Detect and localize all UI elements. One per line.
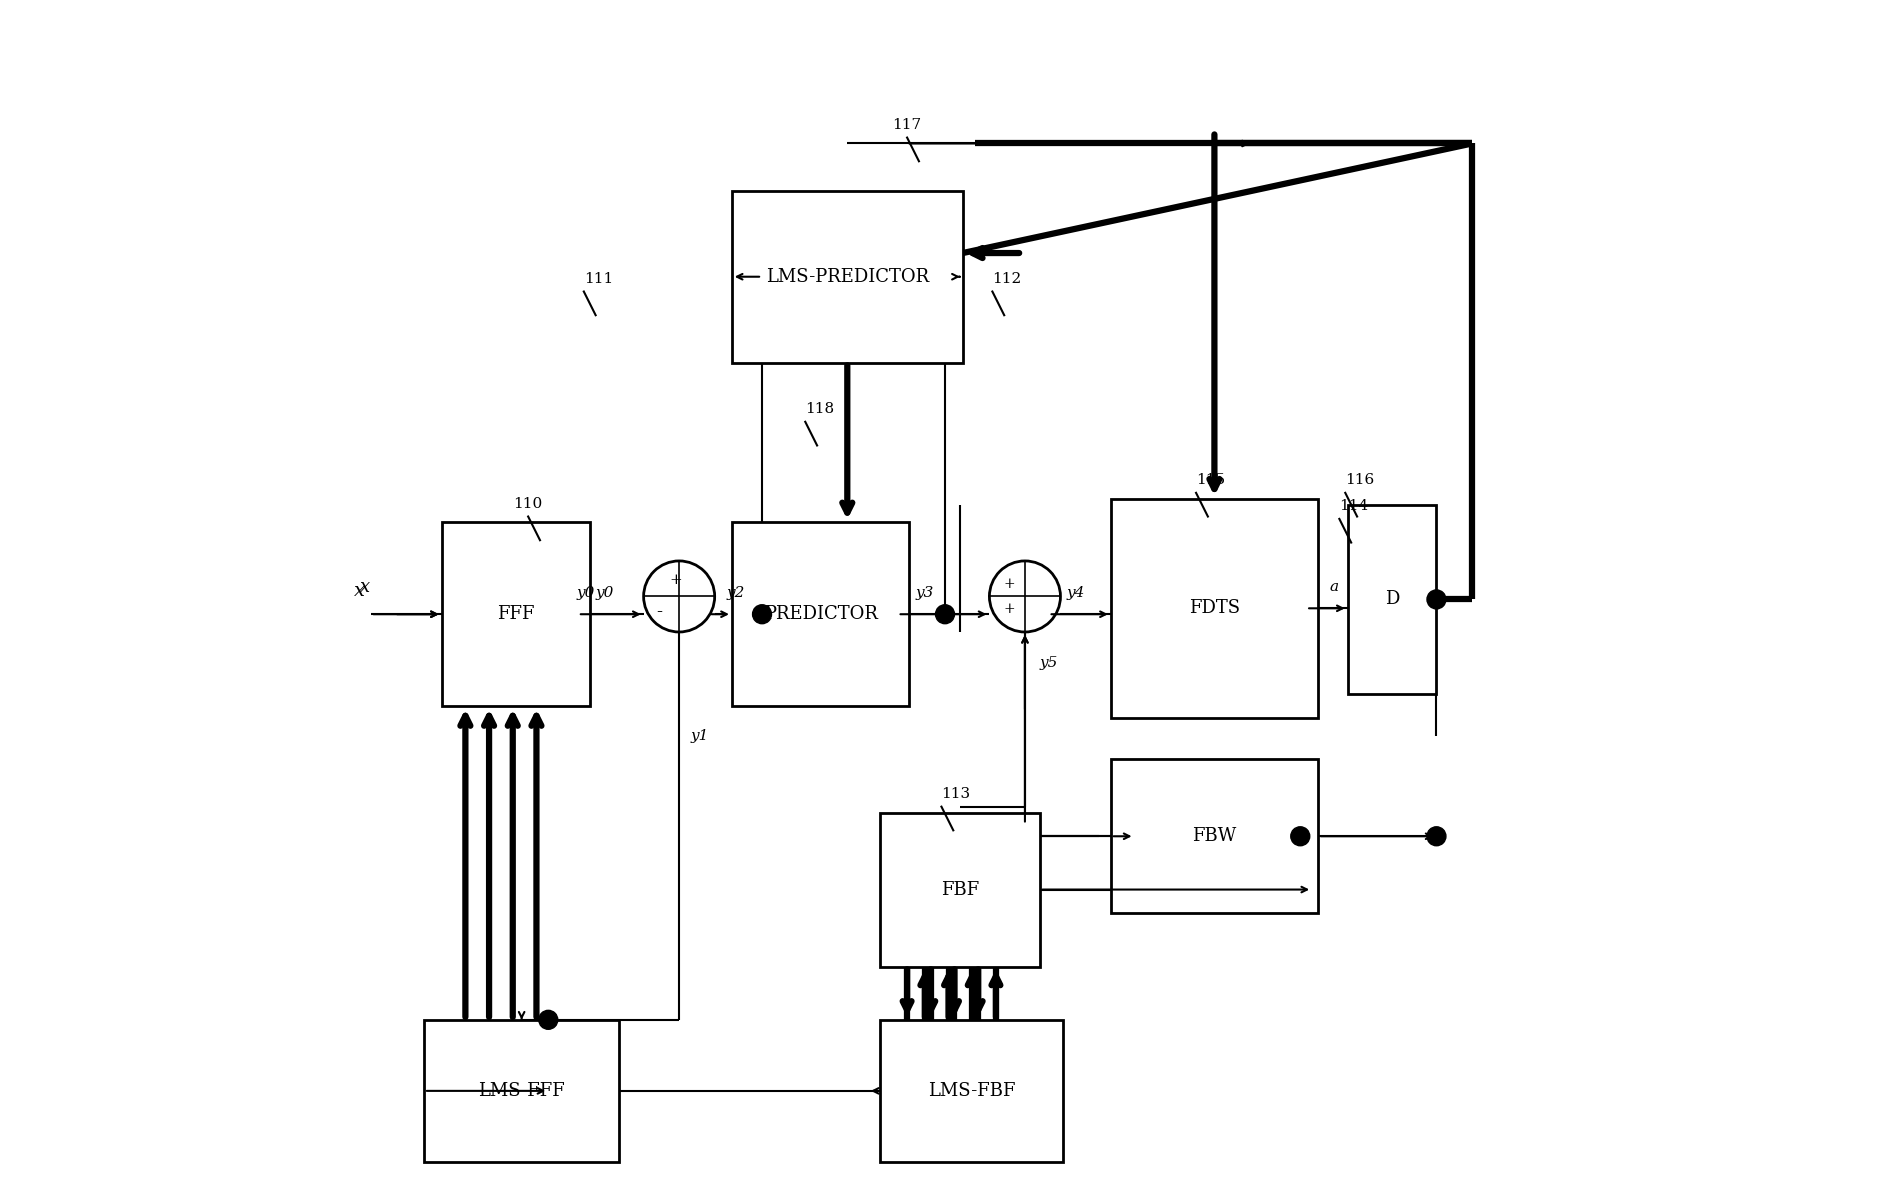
Text: y0: y0	[595, 586, 614, 599]
Text: y0: y0	[576, 586, 595, 599]
Text: a: a	[1330, 580, 1337, 594]
Text: +: +	[1003, 602, 1014, 616]
Text: x: x	[353, 582, 365, 599]
Text: 111: 111	[584, 272, 612, 286]
Bar	[731, 191, 962, 362]
Circle shape	[644, 561, 714, 631]
Text: FBF: FBF	[941, 881, 979, 899]
Circle shape	[752, 604, 771, 623]
Bar	[442, 522, 589, 706]
Text: 118: 118	[805, 402, 833, 415]
Text: -: -	[655, 603, 663, 622]
Text: y4: y4	[1065, 586, 1084, 599]
Circle shape	[988, 561, 1060, 631]
Text: 117: 117	[892, 118, 922, 132]
Circle shape	[1426, 827, 1445, 846]
Text: D: D	[1385, 590, 1398, 609]
Circle shape	[1290, 827, 1309, 846]
Text: +: +	[1003, 577, 1014, 591]
Circle shape	[935, 604, 954, 623]
Bar	[1347, 504, 1436, 694]
Text: x: x	[359, 578, 370, 596]
Text: +: +	[669, 573, 682, 588]
Text: y5: y5	[1039, 655, 1058, 669]
Bar	[880, 813, 1039, 966]
Text: 110: 110	[514, 496, 542, 510]
Text: LMS-FBF: LMS-FBF	[927, 1081, 1014, 1100]
Bar	[423, 1020, 620, 1162]
Text: y2: y2	[725, 586, 744, 599]
Text: FFF: FFF	[497, 605, 535, 623]
Text: y1: y1	[691, 729, 708, 743]
Circle shape	[538, 1010, 557, 1029]
Text: 116: 116	[1345, 472, 1373, 487]
Text: LMS-FFF: LMS-FFF	[478, 1081, 565, 1100]
Text: 113: 113	[941, 787, 971, 801]
Text: LMS-PREDICTOR: LMS-PREDICTOR	[765, 268, 927, 286]
Bar	[880, 1020, 1064, 1162]
Text: PREDICTOR: PREDICTOR	[763, 605, 876, 623]
Text: y3: y3	[914, 586, 933, 599]
Text: 114: 114	[1339, 499, 1368, 513]
Bar	[1111, 760, 1317, 913]
Text: FDTS: FDTS	[1188, 599, 1239, 617]
Circle shape	[1426, 590, 1445, 609]
Bar	[1111, 499, 1317, 718]
Text: FBW: FBW	[1192, 827, 1235, 845]
Text: 112: 112	[992, 272, 1022, 286]
Text: 115: 115	[1196, 472, 1224, 487]
Bar	[731, 522, 909, 706]
